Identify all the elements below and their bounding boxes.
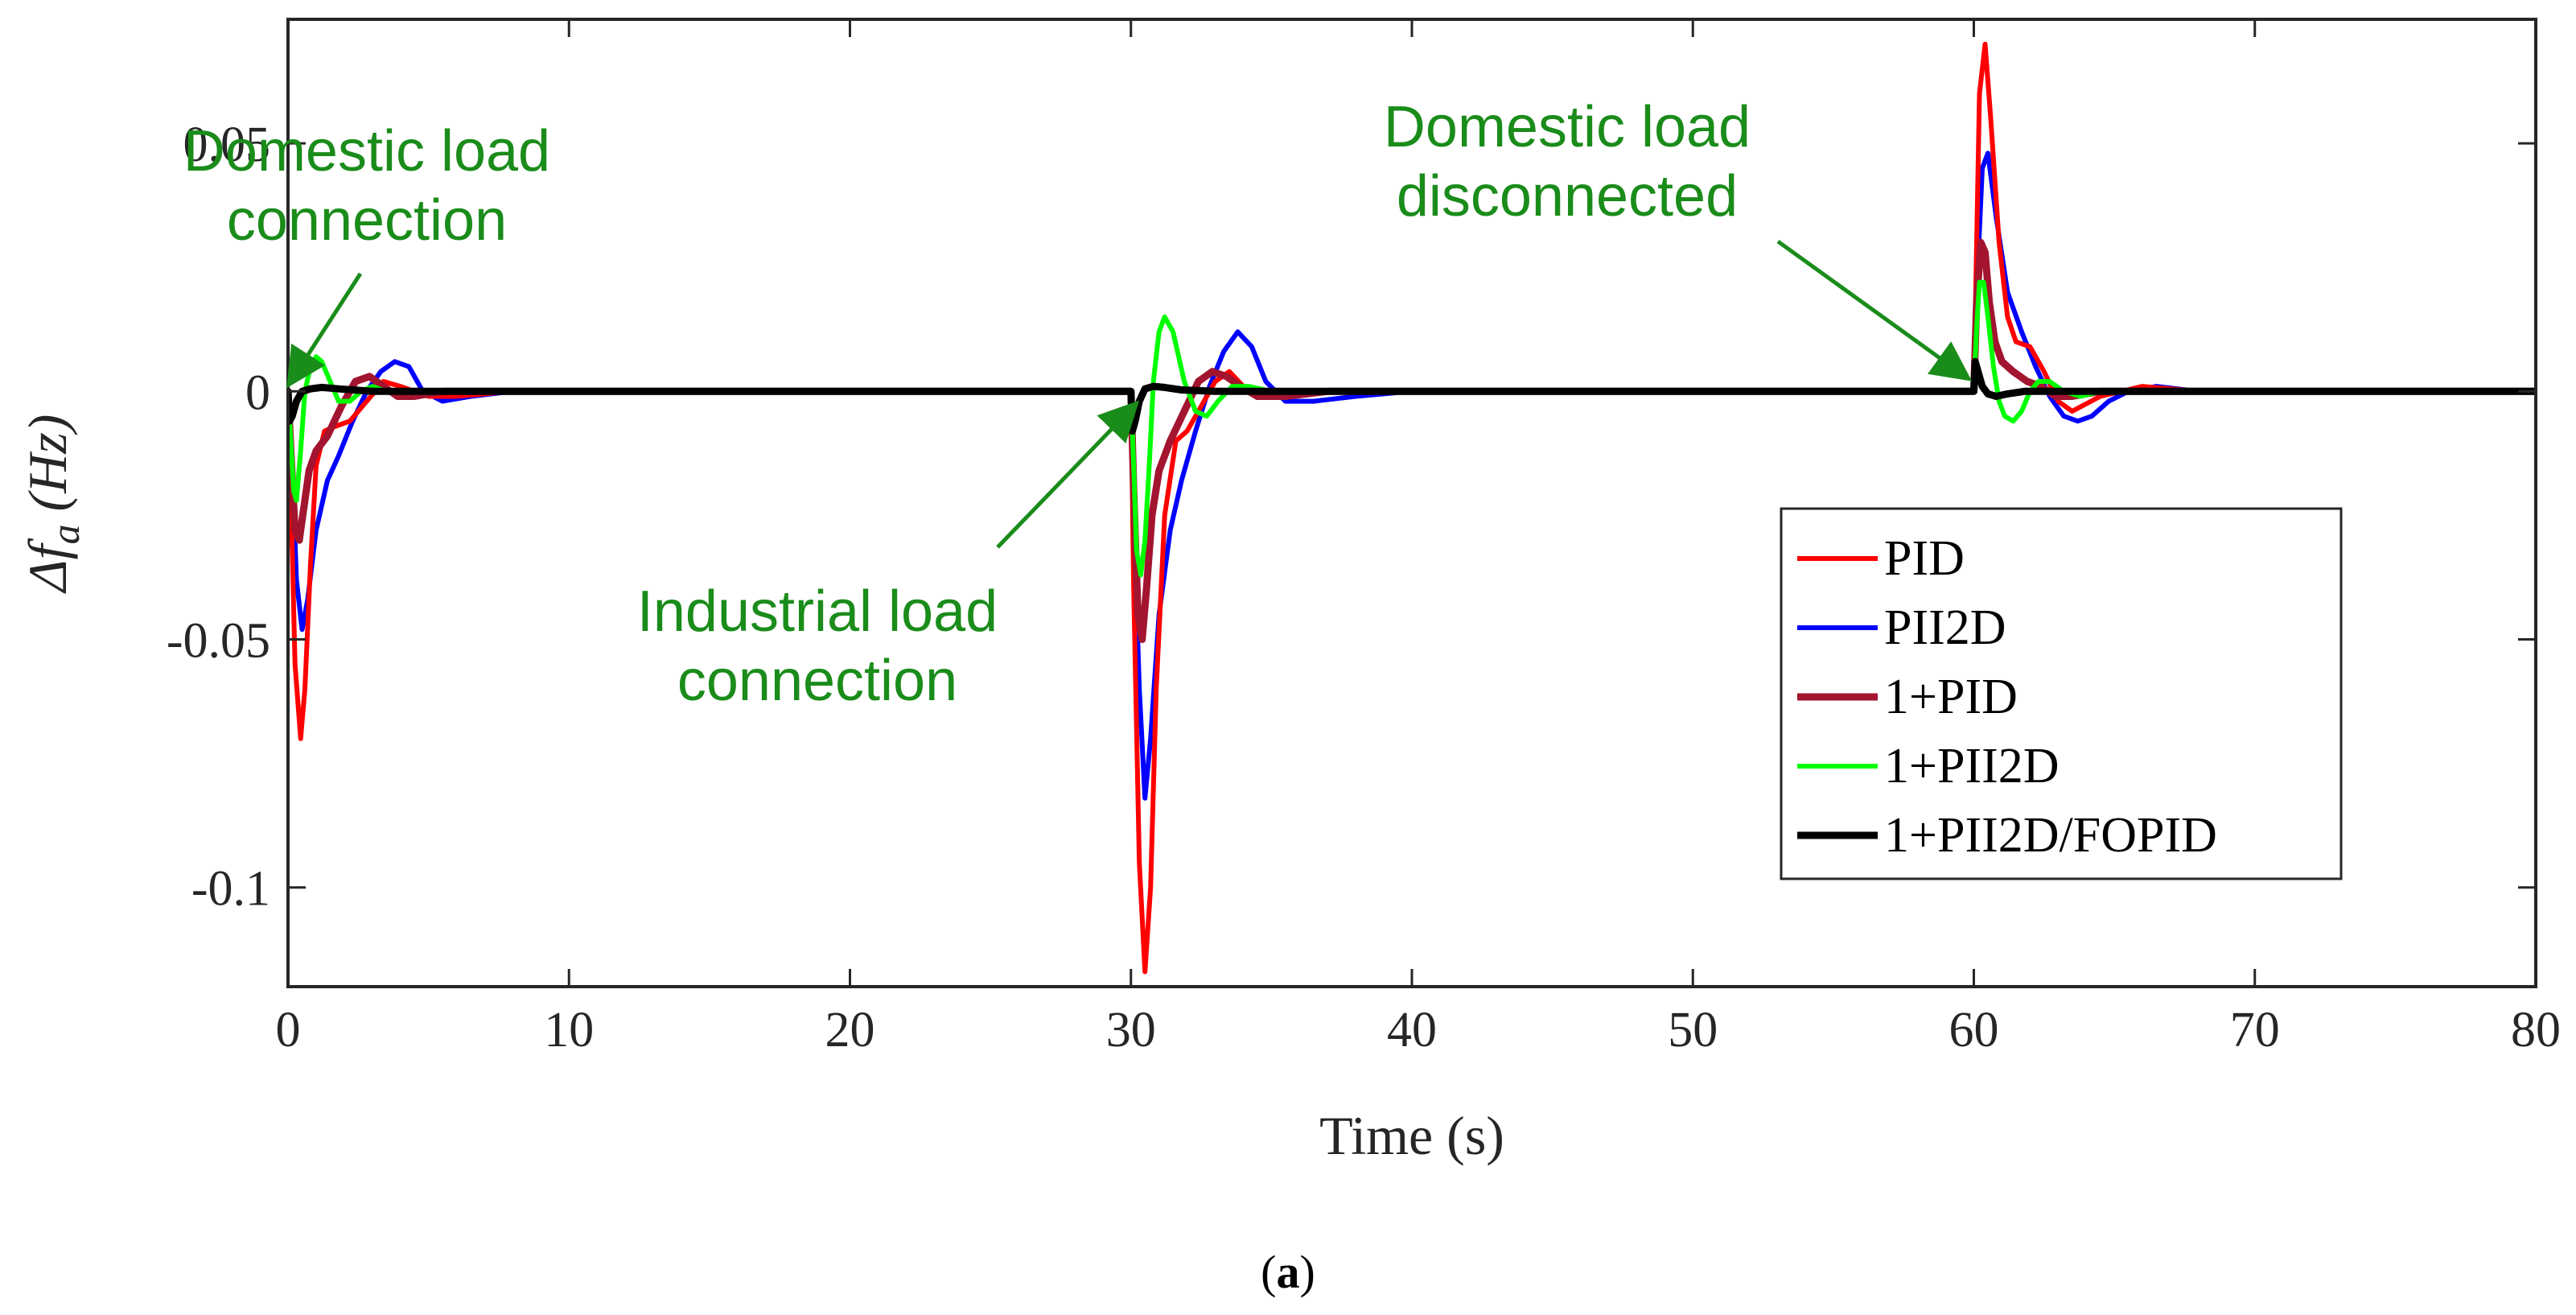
annotation-arrow bbox=[1776, 239, 1973, 381]
figure-caption: (a) bbox=[1261, 1246, 1315, 1298]
legend-label: 1+PII2D/FOPID bbox=[1884, 808, 2217, 863]
legend: PID PII2D 1+PID 1+PII2D 1+PII2D/FOPID bbox=[1780, 507, 2343, 880]
x-tick-label: 80 bbox=[2511, 1003, 2561, 1057]
legend-item: 1+PII2D bbox=[1797, 739, 2060, 794]
y-tick-label: -0.05 bbox=[167, 614, 270, 669]
y-axis-label-main: Δf bbox=[17, 538, 78, 594]
series-line-1-pii2d-fopid bbox=[288, 357, 2536, 435]
y-axis-label-unit: (Hz) bbox=[17, 414, 78, 512]
svg-text:Δfa(Hz): Δfa (Hz) bbox=[17, 414, 88, 595]
y-tick-label: -0.1 bbox=[191, 862, 270, 917]
series-line-1-pid bbox=[288, 238, 2536, 643]
figure-caption-letter: a bbox=[1277, 1246, 1300, 1298]
x-tick-label: 30 bbox=[1106, 1003, 1156, 1057]
annotation-text: connection bbox=[677, 649, 957, 713]
legend-label: PII2D bbox=[1884, 600, 2006, 655]
legend-label: 1+PID bbox=[1884, 670, 2018, 724]
x-tick-label: 70 bbox=[2230, 1003, 2280, 1057]
annotation-arrow bbox=[996, 400, 1140, 549]
legend-item: PII2D bbox=[1797, 600, 2006, 655]
y-axis-label: Δfa (Hz) bbox=[17, 414, 88, 595]
annotation-text: Industrial load bbox=[637, 579, 998, 644]
annotation-text: disconnected bbox=[1397, 164, 1738, 229]
axis-ticks: 0 10 20 30 40 50 60 70 80 0.05 0 -0.05 -0.1 bbox=[167, 19, 2561, 1057]
y-axis-label-subscript: a bbox=[43, 525, 88, 545]
annotation-arrow bbox=[286, 272, 363, 389]
x-tick-label: 50 bbox=[1668, 1003, 1718, 1057]
x-tick-label: 10 bbox=[544, 1003, 594, 1057]
annotation-text: Domestic load bbox=[183, 119, 550, 183]
x-axis-label: Time (s) bbox=[1319, 1105, 1504, 1166]
y-tick-label: 0.05 bbox=[183, 117, 271, 172]
x-tick-label: 20 bbox=[825, 1003, 875, 1057]
legend-label: 1+PII2D bbox=[1884, 739, 2060, 794]
annotation-text: connection bbox=[227, 188, 507, 253]
legend-item: 1+PII2D/FOPID bbox=[1797, 808, 2217, 863]
plot-area bbox=[288, 41, 2536, 975]
y-tick-label: 0 bbox=[245, 365, 270, 420]
x-tick-label: 40 bbox=[1387, 1003, 1437, 1057]
annotation-text: Domestic load bbox=[1384, 95, 1751, 159]
x-tick-label: 60 bbox=[1949, 1003, 1999, 1057]
x-tick-label: 0 bbox=[276, 1003, 301, 1057]
legend-label: PID bbox=[1884, 531, 1965, 586]
legend-item: 1+PID bbox=[1797, 670, 2018, 724]
legend-item: PID bbox=[1797, 531, 1965, 586]
